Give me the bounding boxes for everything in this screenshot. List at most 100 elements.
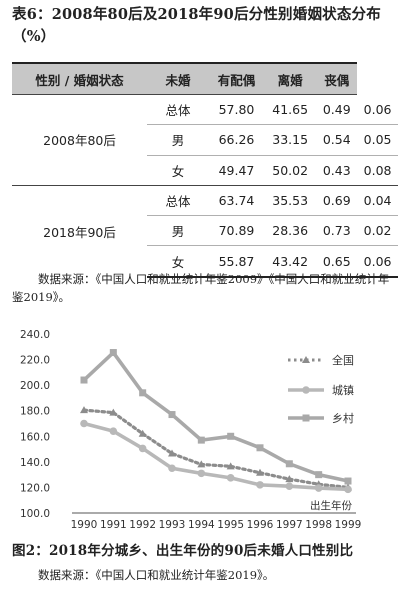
data-point [168, 411, 176, 419]
data-point [168, 449, 176, 457]
table-row: 女 55.87 43.42 0.65 0.06 [12, 245, 398, 278]
data-point [302, 386, 310, 394]
data-point [256, 444, 264, 452]
data-point [168, 464, 176, 473]
cell-value: 33.15 [263, 124, 317, 156]
series-全国 [80, 406, 352, 491]
table-header-row: 性别 / 婚姻状态 未婚 有配偶 离婚 丧偶 [12, 62, 398, 95]
cell-value: 70.89 [209, 215, 264, 246]
cell-value: 0.04 [357, 184, 398, 216]
x-tick-label: 1995 [217, 519, 244, 531]
x-tick-label: 1998 [305, 519, 332, 531]
legend-label: 乡村 [332, 411, 354, 425]
figure-2-caption: 图2：2018年分城乡、出生年份的90后未婚人口性别比 [12, 543, 354, 559]
group-label-2018: 2018年90后 [12, 184, 147, 277]
series-line [82, 421, 350, 492]
legend-item: 乡村 [288, 411, 354, 425]
x-tick-label: 1991 [100, 519, 127, 531]
x-axis-label: 出生年份 [310, 499, 352, 512]
x-tick-label: 1992 [129, 519, 156, 531]
data-point [302, 414, 310, 422]
data-point [197, 460, 206, 468]
data-point [226, 474, 235, 482]
series-line [82, 408, 350, 490]
legend-label: 城镇 [332, 383, 354, 397]
figure-2-source-note: 数据来源：《中国人口和就业统计年鉴2019》。 [38, 568, 275, 582]
cell-value: 0.73 [316, 215, 358, 246]
table-row: 女 49.47 50.02 0.43 0.08 [12, 154, 398, 186]
table-row: 男 70.89 28.36 0.73 0.02 [12, 215, 398, 246]
cell-value: 66.26 [209, 124, 264, 156]
marital-status-table: 性别 / 婚姻状态 未婚 有配偶 离婚 丧偶 2008年80后 总体 57.80… [12, 62, 398, 278]
x-tick-label: 1993 [159, 519, 186, 531]
table-6-caption: 表6：2008年80后及2018年90后分性别婚姻状态分布（%） [12, 6, 381, 45]
group-label-2008: 2008年80后 [43, 133, 116, 149]
row-sub-label: 男 [147, 215, 209, 246]
header-divorced: 离婚 [263, 62, 317, 95]
legend-label: 全国 [332, 353, 354, 367]
series-城镇 [80, 419, 352, 494]
data-point [226, 462, 235, 470]
data-point [256, 468, 264, 476]
cell-value: 0.65 [316, 245, 358, 278]
data-point [285, 482, 294, 490]
data-point [285, 475, 294, 483]
y-tick-label: 120.0 [20, 482, 50, 494]
legend-item: 全国 [288, 353, 354, 367]
table-row: 男 66.26 33.15 0.54 0.05 [12, 124, 398, 156]
x-tick-label: 1996 [247, 519, 274, 531]
data-point [80, 376, 88, 384]
cell-value: 28.36 [263, 215, 317, 246]
x-tick-label: 1997 [276, 519, 303, 531]
cell-value: 0.69 [316, 184, 358, 216]
cell-value: 57.80 [218, 102, 255, 118]
x-tick-label: 1999 [335, 519, 362, 531]
series-line [82, 349, 350, 483]
data-point [315, 471, 323, 479]
data-point [109, 408, 118, 416]
cell-value: 0.02 [357, 215, 398, 246]
cell-value: 35.53 [263, 184, 317, 216]
header-category: 性别 / 婚姻状态 [12, 62, 147, 95]
data-point [227, 432, 235, 440]
data-point [138, 444, 147, 453]
cell-value: 0.05 [357, 124, 398, 156]
data-point [256, 481, 264, 489]
data-point [197, 436, 205, 444]
row-sub-label: 总体 [165, 103, 191, 119]
cell-value: 55.87 [209, 245, 264, 278]
cell-value: 0.54 [316, 124, 358, 156]
data-point [109, 427, 118, 435]
data-point [80, 406, 88, 414]
legend-item: 城镇 [288, 383, 354, 397]
row-sub-label: 女 [147, 154, 209, 186]
data-point [139, 389, 147, 397]
table-row: 2018年90后 总体 63.74 35.53 0.69 0.04 [12, 184, 398, 277]
cell-value: 0.08 [357, 154, 398, 186]
data-point [314, 484, 323, 492]
header-married: 有配偶 [209, 62, 264, 95]
cell-value: 50.02 [263, 154, 317, 186]
header-widowed: 丧偶 [316, 62, 358, 95]
x-tick-label: 1990 [71, 519, 98, 531]
table-6-source-note: 数据来源：《中国人口和就业统计年鉴2009》《中国人口和就业统计年鉴2019》。 [12, 272, 390, 304]
y-tick-label: 220.0 [20, 355, 50, 367]
data-point [285, 460, 293, 468]
sex-ratio-line-chart: 100.0 120.0 140.0 160.0 180.0 200.0 220.0 240.0… [20, 329, 362, 531]
cell-value: 43.42 [263, 245, 317, 278]
row-sub-label: 女 [147, 245, 209, 278]
data-point [344, 477, 352, 485]
y-tick-label: 140.0 [20, 457, 50, 469]
y-axis-ticks: 100.0 120.0 140.0 160.0 180.0 200.0 220.0 240.0 [20, 329, 50, 520]
data-point [302, 356, 310, 363]
cell-value: 0.49 [322, 102, 351, 118]
cell-value: 0.43 [316, 154, 358, 186]
x-tick-label: 1994 [188, 519, 215, 531]
cell-value: 0.06 [357, 245, 398, 278]
row-sub-label: 总体 [147, 184, 209, 216]
data-point [109, 349, 117, 357]
cell-value: 49.47 [209, 154, 264, 186]
cell-value: 0.06 [363, 101, 392, 117]
data-point [80, 419, 88, 428]
